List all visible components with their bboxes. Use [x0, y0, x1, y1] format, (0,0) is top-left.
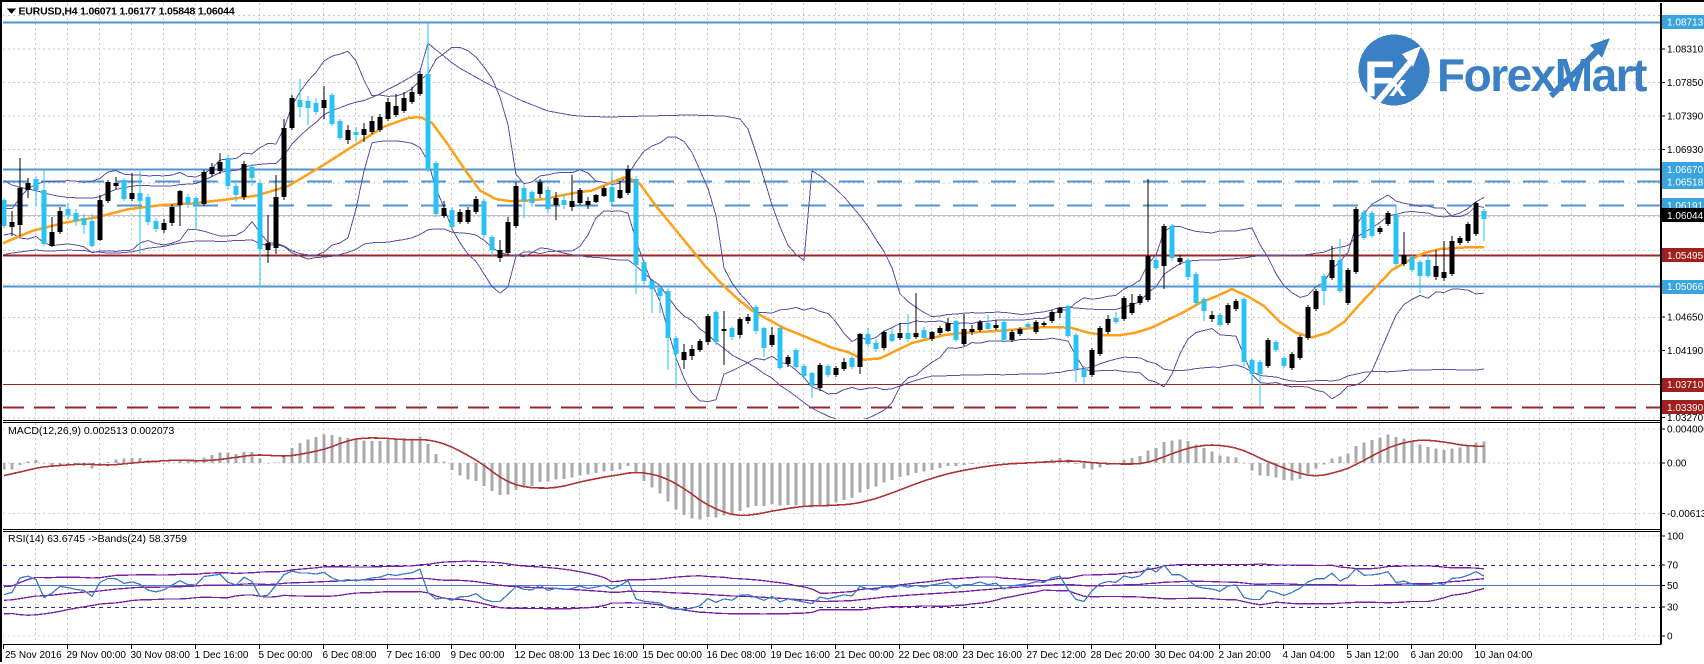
svg-text:1.05066: 1.05066 [1667, 282, 1704, 293]
svg-text:-0.006139: -0.006139 [1667, 509, 1704, 520]
svg-text:21 Dec 00:00: 21 Dec 00:00 [835, 650, 895, 661]
svg-text:50: 50 [1667, 581, 1679, 592]
svg-text:RSI(14) 63.6745 ->Bands(24) 5: RSI(14) 63.6745 ->Bands(24) 58.3759 [8, 533, 187, 545]
svg-text:1.07850: 1.07850 [1667, 78, 1704, 89]
svg-text:22 Dec 08:00: 22 Dec 08:00 [899, 650, 959, 661]
svg-text:1 Dec 16:00: 1 Dec 16:00 [195, 650, 249, 661]
svg-text:29 Nov 00:00: 29 Nov 00:00 [67, 650, 127, 661]
svg-text:13 Dec 16:00: 13 Dec 16:00 [579, 650, 639, 661]
svg-text:1.08310: 1.08310 [1667, 45, 1704, 56]
svg-text:1.03390: 1.03390 [1667, 403, 1704, 414]
svg-text:6 Dec 08:00: 6 Dec 08:00 [323, 650, 377, 661]
svg-text:1.06670: 1.06670 [1667, 165, 1704, 176]
svg-text:19 Dec 16:00: 19 Dec 16:00 [771, 650, 831, 661]
svg-text:30: 30 [1667, 603, 1679, 614]
svg-text:1.06044: 1.06044 [1667, 211, 1704, 222]
svg-text:30 Nov 08:00: 30 Nov 08:00 [131, 650, 191, 661]
svg-text:15 Dec 00:00: 15 Dec 00:00 [643, 650, 703, 661]
svg-text:1.03270: 1.03270 [1667, 413, 1704, 424]
svg-text:12 Dec 08:00: 12 Dec 08:00 [515, 650, 575, 661]
svg-text:70: 70 [1667, 561, 1679, 572]
svg-text:4 Jan 04:00: 4 Jan 04:00 [1283, 650, 1336, 661]
svg-text:0: 0 [1667, 632, 1673, 643]
svg-text:27 Dec 12:00: 27 Dec 12:00 [1027, 650, 1087, 661]
svg-text:10 Jan 04:00: 10 Jan 04:00 [1475, 650, 1533, 661]
svg-text:EURUSD,H4 1.06071 1.06177 1.0: EURUSD,H4 1.06071 1.06177 1.05848 1.0604… [19, 6, 235, 18]
svg-text:100: 100 [1667, 532, 1684, 543]
svg-text:0.004006: 0.004006 [1667, 425, 1704, 436]
svg-text:0.00: 0.00 [1667, 459, 1687, 470]
svg-text:1.03710: 1.03710 [1667, 380, 1704, 391]
svg-text:7 Dec 16:00: 7 Dec 16:00 [387, 650, 441, 661]
svg-text:ForexMart: ForexMart [1437, 49, 1647, 101]
svg-text:x: x [1389, 68, 1407, 103]
svg-text:23 Dec 16:00: 23 Dec 16:00 [963, 650, 1023, 661]
svg-text:1.06930: 1.06930 [1667, 145, 1704, 156]
svg-text:1.07390: 1.07390 [1667, 112, 1704, 123]
svg-text:5 Dec 00:00: 5 Dec 00:00 [259, 650, 313, 661]
svg-text:1.04650: 1.04650 [1667, 313, 1704, 324]
svg-text:9 Dec 00:00: 9 Dec 00:00 [451, 650, 505, 661]
svg-text:1.06518: 1.06518 [1667, 178, 1704, 189]
svg-text:28 Dec 20:00: 28 Dec 20:00 [1091, 650, 1151, 661]
svg-text:MACD(12,26,9) 0.002513 0.00207: MACD(12,26,9) 0.002513 0.002073 [8, 425, 175, 437]
svg-text:1.08713: 1.08713 [1667, 18, 1704, 29]
svg-text:25 Nov 2016: 25 Nov 2016 [5, 650, 62, 661]
svg-text:30 Dec 04:00: 30 Dec 04:00 [1155, 650, 1215, 661]
svg-text:1.06191: 1.06191 [1667, 201, 1704, 212]
svg-text:5 Jan 12:00: 5 Jan 12:00 [1347, 650, 1400, 661]
svg-text:1.05495: 1.05495 [1667, 251, 1704, 262]
svg-text:16 Dec 08:00: 16 Dec 08:00 [707, 650, 767, 661]
svg-text:6 Jan 20:00: 6 Jan 20:00 [1411, 650, 1464, 661]
svg-text:2 Jan 20:00: 2 Jan 20:00 [1219, 650, 1272, 661]
svg-text:1.04190: 1.04190 [1667, 346, 1704, 357]
